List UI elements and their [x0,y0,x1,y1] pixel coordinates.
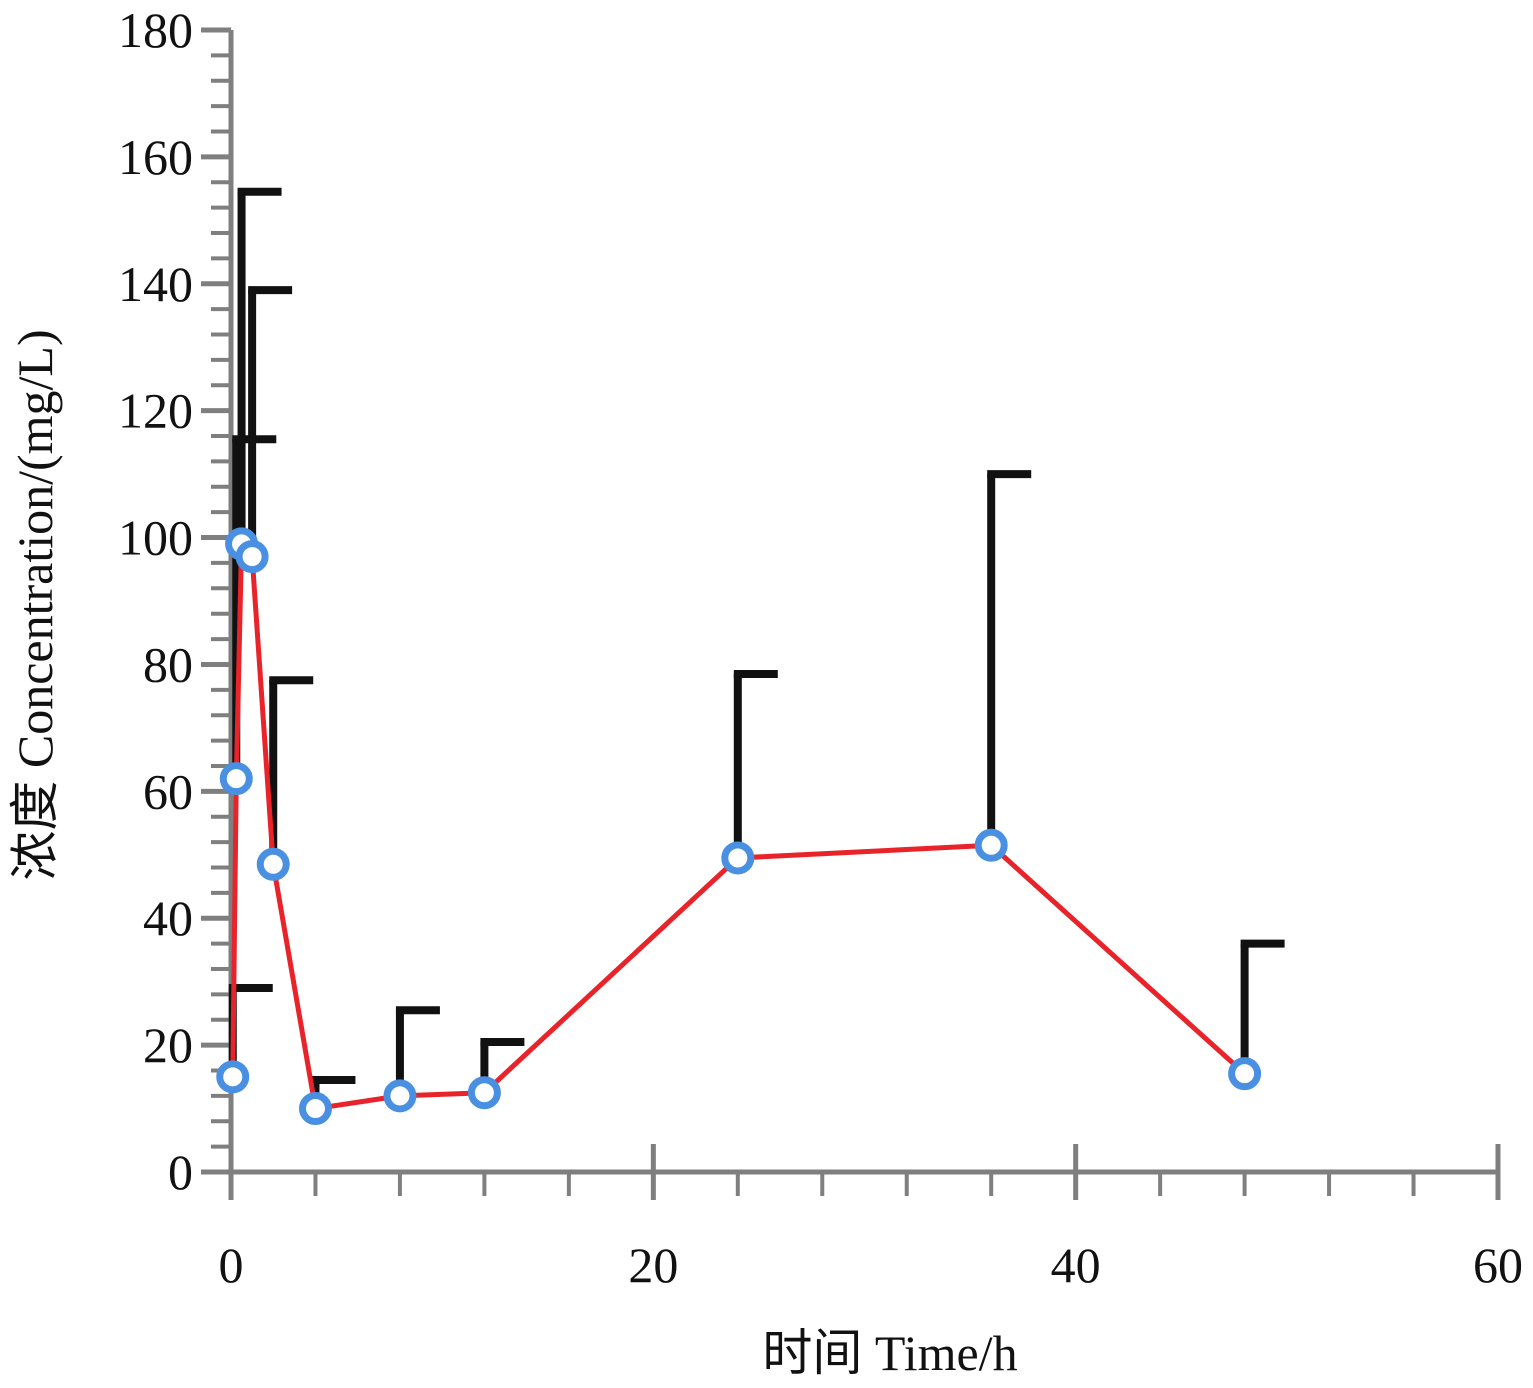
data-point [235,540,269,574]
y-tick-label: 60 [143,763,193,819]
y-tick-label: 100 [118,510,193,566]
y-tick-label: 160 [118,129,193,185]
error-bars [228,187,1285,1109]
y-tick-label: 40 [143,890,193,946]
axes: 0 20 40 60 80 100 120 140 160 180 0 20 40 60 [118,2,1523,1293]
markers [216,527,1262,1126]
x-tick-label: 0 [219,1237,244,1293]
data-point [467,1076,501,1110]
data-point [383,1079,417,1113]
data-point [219,762,253,796]
data-point [1228,1057,1262,1091]
y-tick-label: 80 [143,636,193,692]
data-point [721,841,755,875]
data-point [216,1060,250,1094]
y-tick-label: 180 [118,2,193,58]
y-tick-label: 140 [118,256,193,312]
x-tick-label: 60 [1473,1237,1523,1293]
y-axis-title: 浓度 Concentration/(mg/L) [7,329,63,880]
data-point [256,847,290,881]
y-tick-label: 0 [168,1144,193,1200]
x-tick-label: 40 [1051,1237,1101,1293]
x-axis-title: 时间 Time/h [762,1325,1017,1381]
y-tick-label: 20 [143,1017,193,1073]
data-point [974,828,1008,862]
y-tick-label: 120 [118,383,193,439]
data-point [298,1092,332,1126]
x-tick-label: 20 [628,1237,678,1293]
